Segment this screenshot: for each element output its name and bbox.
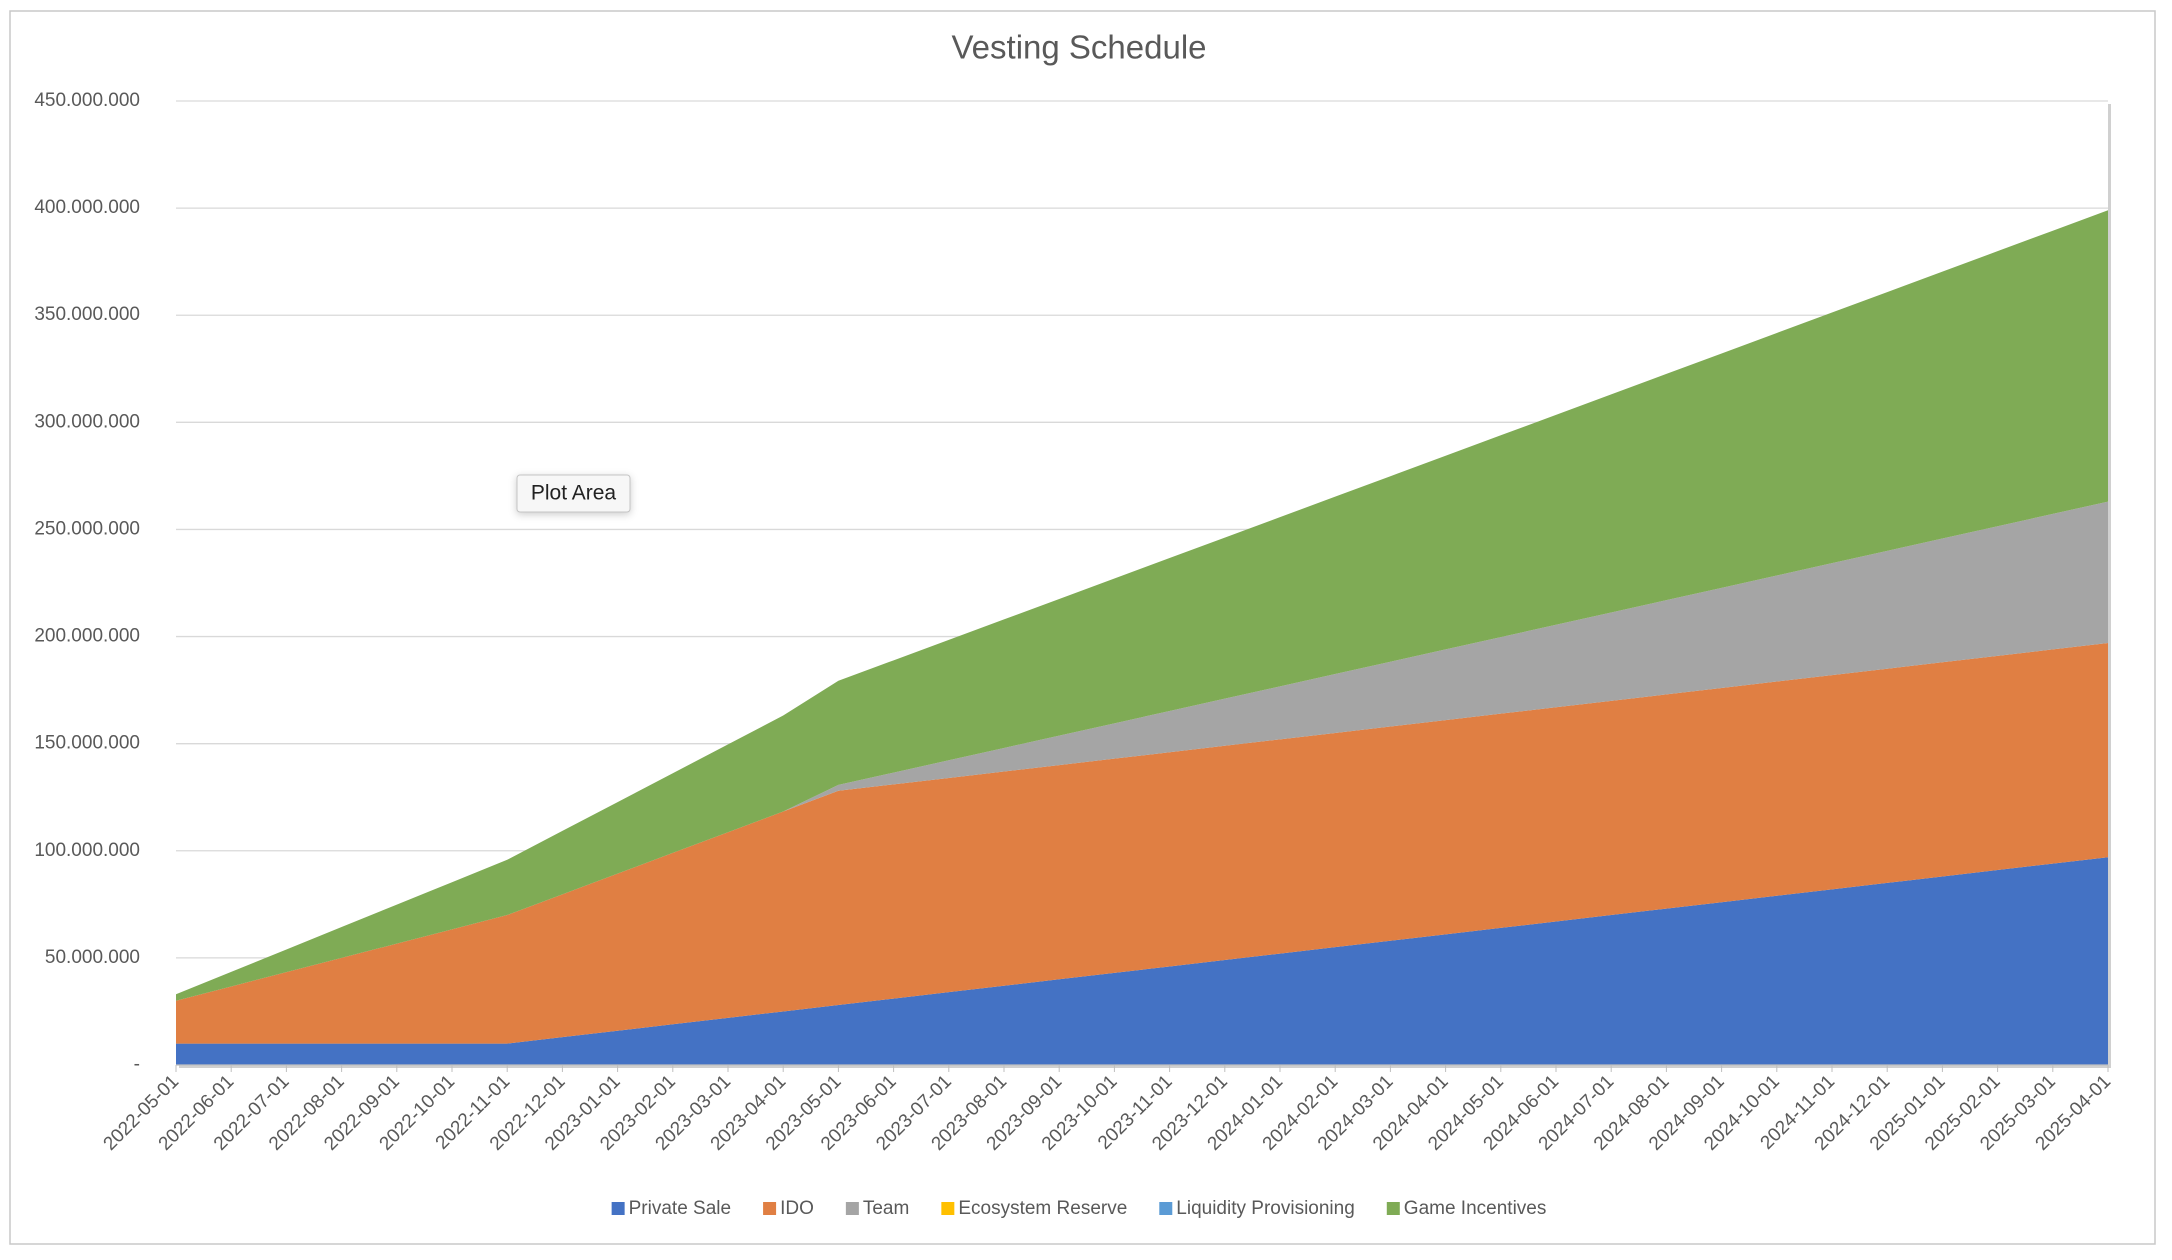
y-tick-label: 350.000.000 [34,304,140,325]
y-tick-label: 200.000.000 [34,626,140,647]
y-tick-label: 300.000.000 [34,411,140,432]
legend-label: Game Incentives [1404,1198,1547,1219]
area [176,501,2108,1001]
area [176,210,2108,1001]
legend-label: Ecosystem Reserve [958,1198,1127,1219]
legend-swatch [611,1202,625,1215]
tooltip: Plot Area [516,474,631,513]
area [176,642,2108,1044]
legend-swatch [1159,1202,1173,1215]
legend: Private Sale IDO Team Ecosystem Reserve Liqu… [611,1198,1547,1219]
legend-label: IDO [780,1198,814,1219]
y-tick-label: - [134,1054,140,1075]
y-tick-label: 100.000.000 [34,840,140,861]
y-tick-label: 400.000.000 [34,197,140,218]
legend-label: Team [863,1198,909,1219]
tooltip-text: Plot Area [531,482,617,505]
y-tick-label: 450.000.000 [34,90,140,111]
area [176,857,2108,1065]
y-tick-label: 50.000.000 [45,947,140,968]
legend-label: Private Sale [629,1198,731,1219]
legend-swatch [763,1202,777,1215]
y-tick-label: 150.000.000 [34,733,140,754]
chart-title: Vesting Schedule [951,29,1206,66]
legend-swatch [941,1202,955,1215]
legend-swatch [1386,1202,1400,1215]
legend-label: Liquidity Provisioning [1176,1198,1355,1219]
legend-swatch [845,1202,859,1215]
y-tick-label: 250.000.000 [34,518,140,539]
tooltip-box [516,474,631,513]
